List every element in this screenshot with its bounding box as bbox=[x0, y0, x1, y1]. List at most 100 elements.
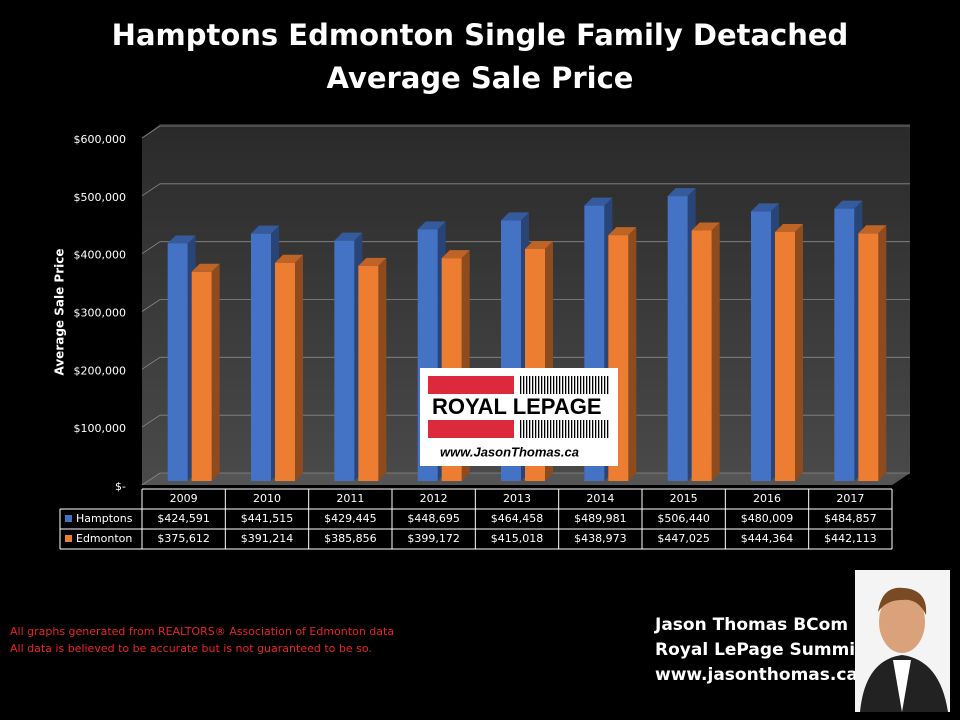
x-tick-label: 2016 bbox=[753, 492, 781, 505]
y-tick-label: $600,000 bbox=[74, 133, 127, 146]
barcode-line bbox=[565, 420, 567, 438]
y-tick-label: $100,000 bbox=[74, 422, 127, 435]
chart-title: Hamptons Edmonton Single Family Detached bbox=[112, 18, 849, 52]
y-tick-label: $500,000 bbox=[74, 191, 127, 204]
bar bbox=[834, 208, 855, 481]
barcode-line bbox=[562, 376, 564, 394]
barcode-line bbox=[577, 420, 579, 438]
barcode-line bbox=[544, 420, 546, 438]
grid-line bbox=[141, 472, 910, 486]
barcode-line bbox=[595, 376, 597, 394]
barcode-line bbox=[559, 420, 561, 438]
barcode-line bbox=[583, 376, 585, 394]
barcode-line bbox=[538, 376, 540, 394]
grid-line bbox=[141, 125, 910, 139]
y-tick-label: $400,000 bbox=[74, 249, 127, 262]
barcode-line bbox=[526, 376, 528, 394]
y-tick-label: $200,000 bbox=[74, 364, 127, 377]
barcode-line bbox=[607, 420, 609, 438]
bar-top bbox=[191, 263, 220, 272]
barcode-line bbox=[541, 376, 543, 394]
barcode-line bbox=[562, 420, 564, 438]
data-table: 2009 2010 2011 2012 2013 2014 2015 2016 2017 Hamp… bbox=[59, 488, 893, 550]
bar-top bbox=[775, 224, 803, 233]
barcode-line bbox=[541, 420, 543, 438]
barcode-line bbox=[553, 376, 555, 394]
bar-side bbox=[378, 257, 387, 481]
bar-top bbox=[751, 203, 779, 212]
value-label: $464,458 bbox=[491, 512, 544, 525]
barcode-line bbox=[529, 420, 531, 438]
bar bbox=[751, 211, 771, 482]
x-tick-label: 2011 bbox=[336, 492, 364, 505]
barcode-line bbox=[592, 420, 594, 438]
y-axis-label: Average Sale Price bbox=[53, 249, 67, 376]
barcode-line bbox=[553, 420, 555, 438]
bar bbox=[334, 240, 355, 481]
barcode-line bbox=[565, 376, 567, 394]
x-tick-label: 2013 bbox=[503, 492, 531, 505]
barcode-line bbox=[556, 420, 558, 438]
barcode-line bbox=[559, 376, 561, 394]
barcode-line bbox=[589, 376, 591, 394]
barcode-line bbox=[568, 420, 570, 438]
portrait bbox=[855, 570, 950, 712]
value-label: $448,695 bbox=[407, 512, 460, 525]
bar bbox=[275, 262, 295, 481]
bar-top bbox=[441, 250, 470, 259]
value-label: $399,172 bbox=[407, 532, 460, 545]
grid-line bbox=[141, 183, 910, 197]
bar-side bbox=[211, 263, 220, 481]
barcode-line bbox=[535, 376, 537, 394]
bar-side bbox=[711, 222, 720, 482]
signature-line: Jason Thomas BCom bbox=[654, 615, 848, 635]
barcode-line bbox=[571, 420, 573, 438]
x-tick-label: 2009 bbox=[170, 492, 198, 505]
barcode-line bbox=[532, 376, 534, 394]
bar-top bbox=[275, 254, 303, 263]
chart-subtitle: Average Sale Price bbox=[327, 61, 634, 95]
x-tick-label: 2014 bbox=[586, 492, 614, 505]
logo-bar bbox=[428, 376, 514, 394]
bar bbox=[191, 271, 212, 481]
logo-url: www.JasonThomas.ca bbox=[440, 444, 579, 459]
bar-side bbox=[878, 225, 887, 481]
bar-top bbox=[834, 200, 863, 209]
barcode-line bbox=[580, 420, 582, 438]
value-label: $385,856 bbox=[324, 532, 377, 545]
barcode-line bbox=[595, 420, 597, 438]
bar bbox=[691, 230, 712, 481]
legend-label: Hamptons bbox=[76, 512, 133, 525]
y-tick-label: $- bbox=[115, 480, 126, 493]
logo-brand: ROYAL LEPAGE bbox=[432, 394, 602, 419]
bar-side bbox=[795, 224, 803, 481]
x-tick-label: 2010 bbox=[253, 492, 281, 505]
value-label: $424,591 bbox=[157, 512, 210, 525]
barcode-line bbox=[580, 376, 582, 394]
bar bbox=[358, 265, 379, 481]
logo: ROYAL LEPAGE www.JasonThomas.ca bbox=[420, 368, 618, 466]
barcode-line bbox=[550, 376, 552, 394]
value-label: $391,214 bbox=[241, 532, 294, 545]
signature-line: www.jasonthomas.ca bbox=[655, 665, 858, 685]
barcode-line bbox=[520, 376, 522, 394]
barcode-line bbox=[547, 420, 549, 438]
barcode-line bbox=[547, 376, 549, 394]
bar bbox=[167, 243, 188, 481]
barcode-line bbox=[568, 376, 570, 394]
barcode-line bbox=[604, 420, 606, 438]
barcode-line bbox=[574, 376, 576, 394]
barcode-line bbox=[607, 376, 609, 394]
value-label: $375,612 bbox=[157, 532, 210, 545]
legend-label: Edmonton bbox=[76, 532, 132, 545]
bar bbox=[775, 232, 795, 481]
barcode-line bbox=[601, 376, 603, 394]
barcode-line bbox=[544, 376, 546, 394]
grid-line bbox=[141, 299, 910, 312]
value-label: $442,113 bbox=[824, 532, 877, 545]
barcode-line bbox=[592, 376, 594, 394]
bar-top bbox=[525, 240, 553, 249]
barcode-line bbox=[523, 420, 525, 438]
bar-top bbox=[584, 197, 613, 206]
barcode-line bbox=[556, 376, 558, 394]
